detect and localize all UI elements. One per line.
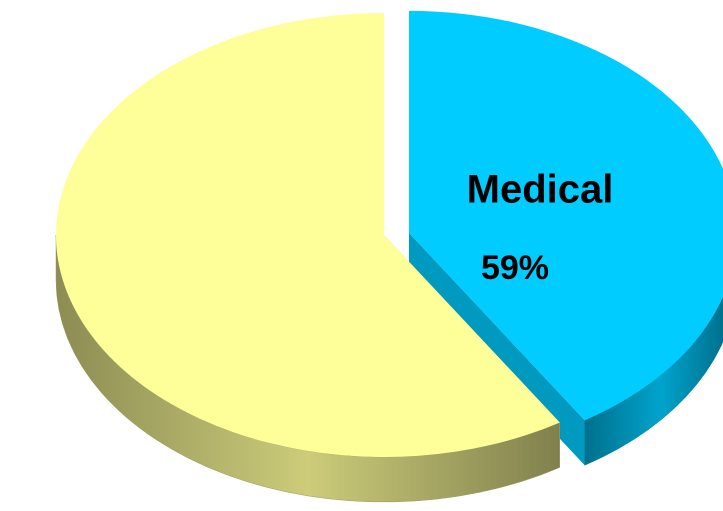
slice: [55, 13, 560, 457]
slice-value-label: 59%: [481, 249, 549, 287]
slice: [408, 10, 723, 421]
slice-category-label: Medical: [467, 168, 614, 212]
